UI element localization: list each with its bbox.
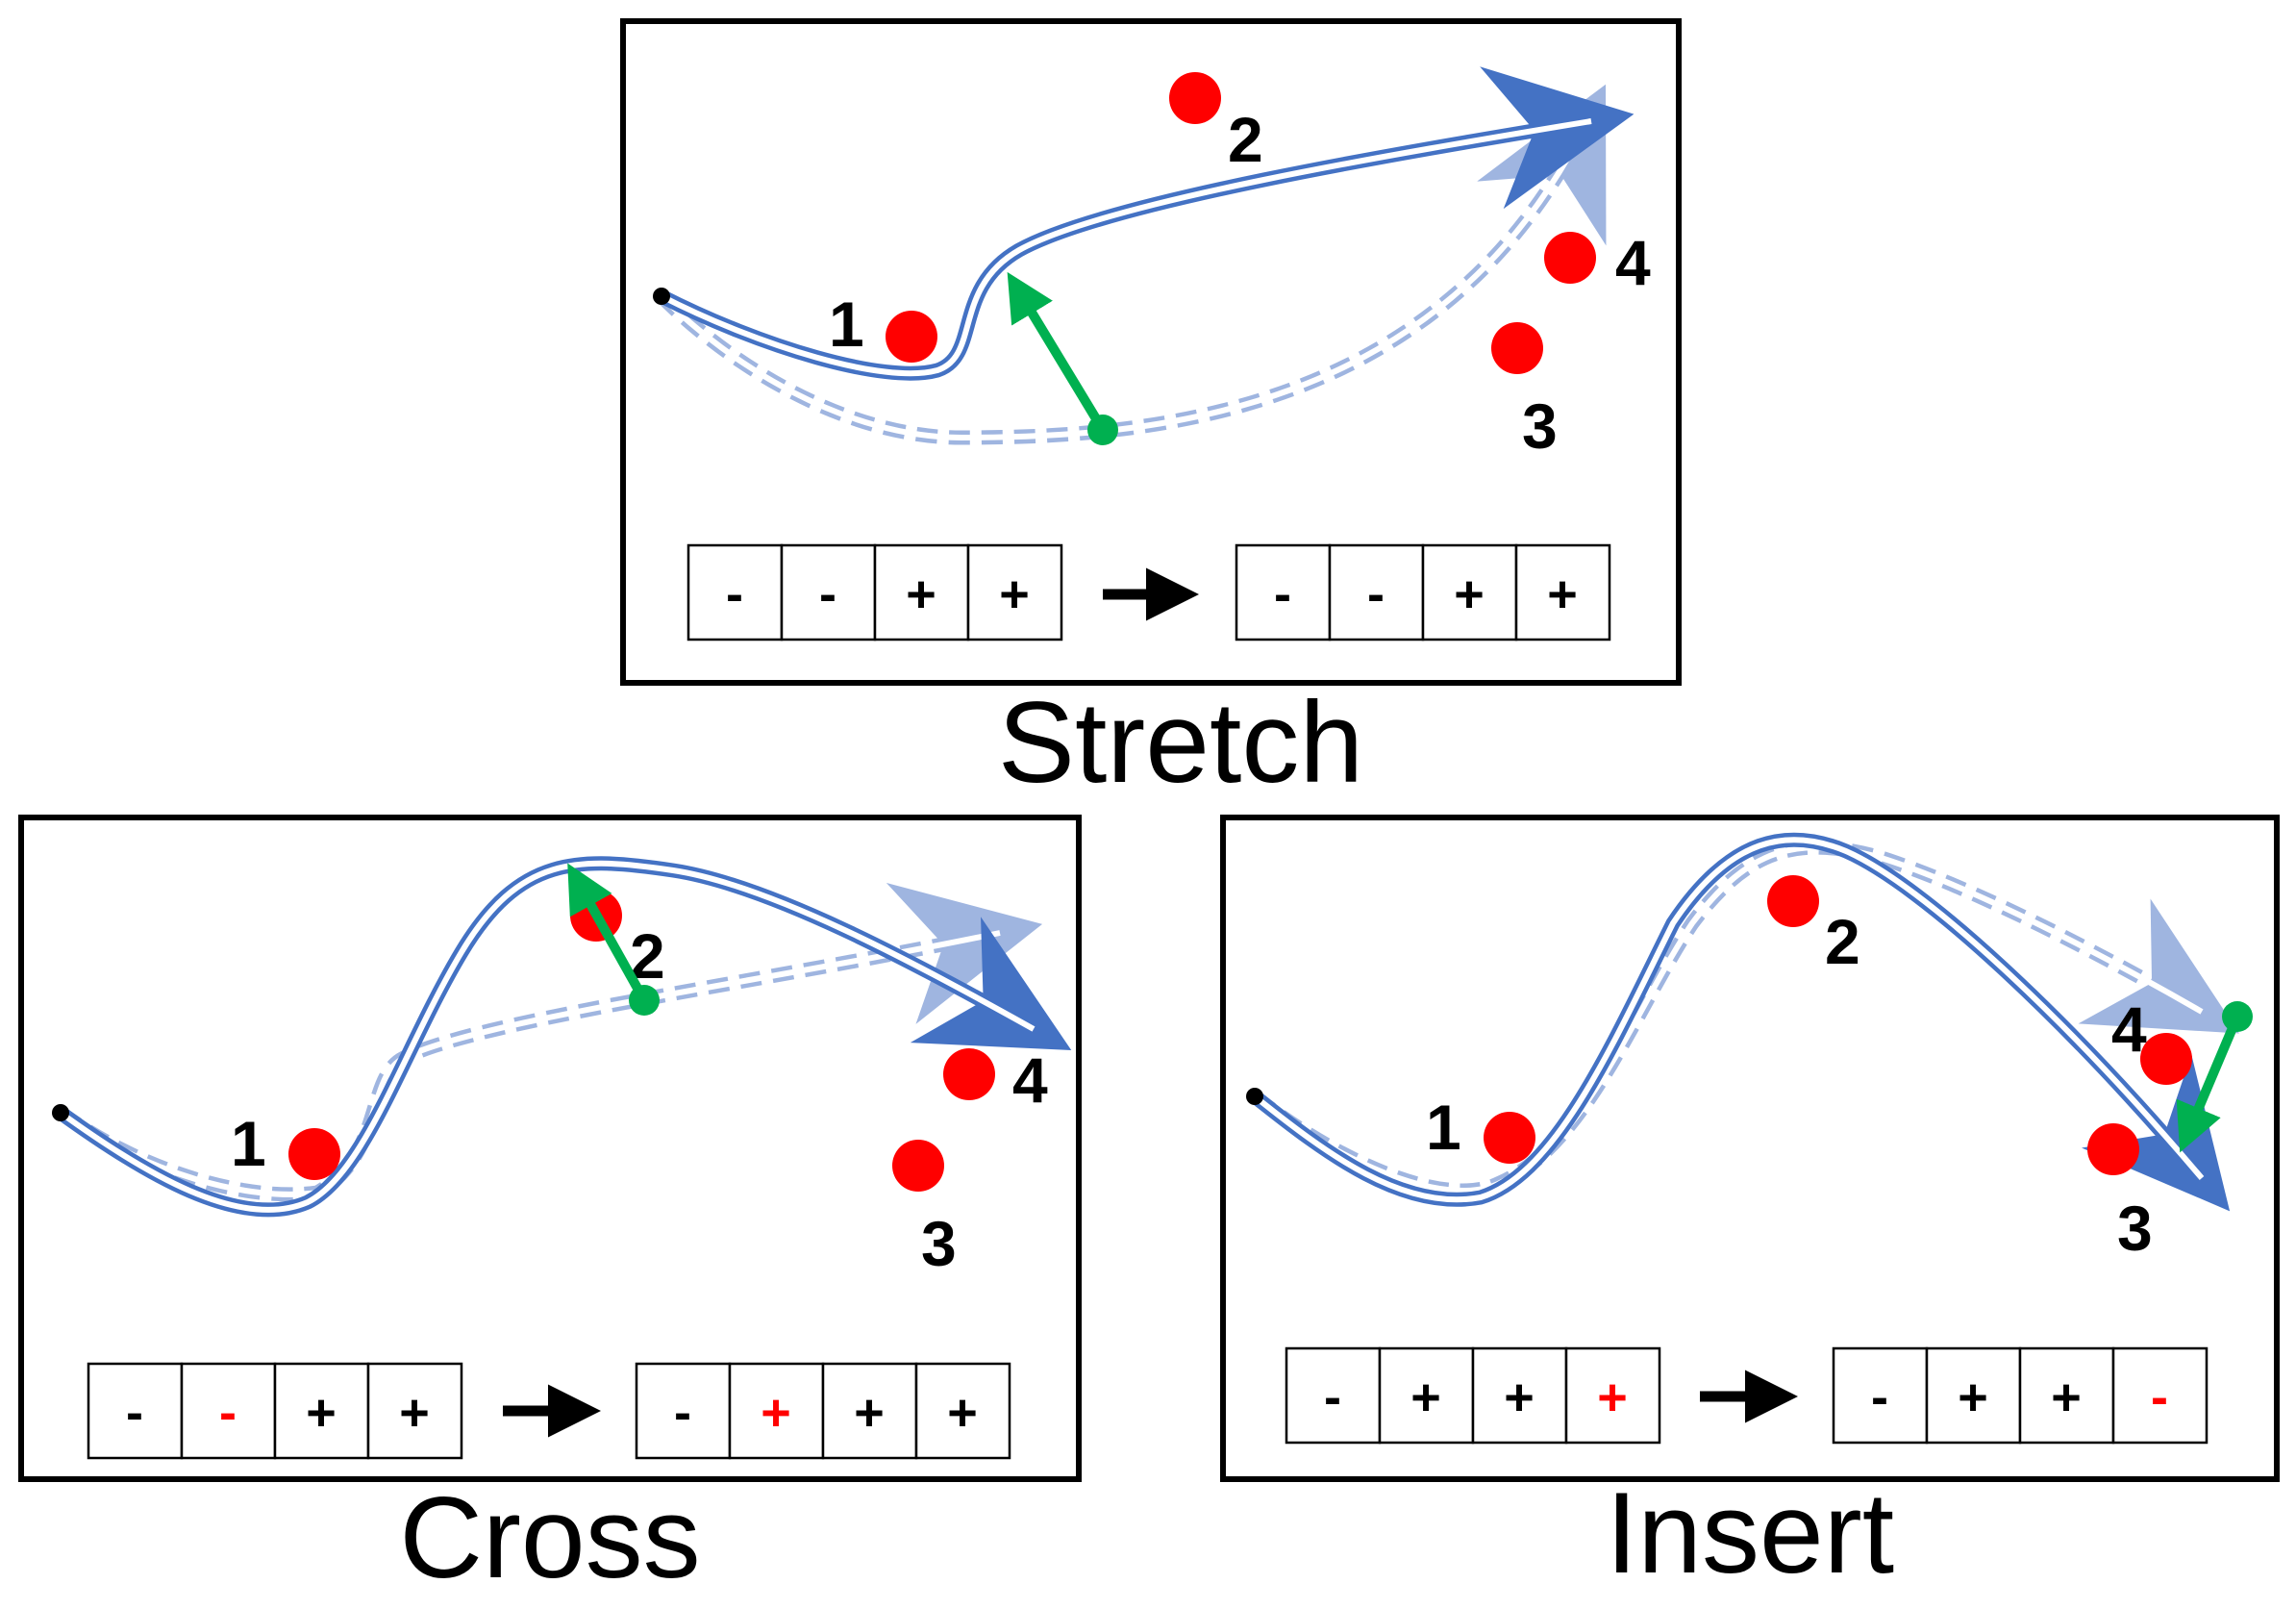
old-trajectory bbox=[656, 84, 1607, 445]
old-trajectory bbox=[1250, 840, 2239, 1198]
sign-before-4: + bbox=[1597, 1369, 1628, 1426]
new-trajectory bbox=[56, 856, 1072, 1218]
sign-before-2: - bbox=[219, 1384, 237, 1442]
signs-before: - - + + bbox=[686, 543, 1063, 641]
obstacle-4 bbox=[2140, 1033, 2192, 1085]
signs-after: - + + + bbox=[635, 1362, 1011, 1460]
obstacle-label-4: 4 bbox=[1012, 1044, 1048, 1116]
sign-before-1: - bbox=[126, 1384, 143, 1442]
panel-title: Insert bbox=[1606, 1469, 1894, 1597]
obstacle-label-3: 3 bbox=[921, 1208, 957, 1279]
push-arrow bbox=[1007, 271, 1108, 433]
obstacle-label-2: 2 bbox=[1228, 104, 1263, 175]
push-point bbox=[629, 985, 660, 1016]
obstacle-4 bbox=[1544, 232, 1596, 284]
sign-after-2: + bbox=[761, 1384, 791, 1442]
old-trajectory bbox=[56, 882, 1043, 1202]
obstacle-2 bbox=[1767, 875, 1819, 927]
sign-before-4: + bbox=[399, 1384, 430, 1442]
sign-after-4: - bbox=[2151, 1369, 2168, 1426]
signs-before: - + + + bbox=[1285, 1346, 1661, 1445]
obstacle-1 bbox=[288, 1128, 340, 1180]
sign-after-1: - bbox=[674, 1384, 691, 1442]
sign-after-3: + bbox=[854, 1384, 885, 1442]
sign-before-3: + bbox=[1504, 1369, 1535, 1426]
sign-before-4: + bbox=[999, 566, 1030, 623]
obstacle-label-3: 3 bbox=[2117, 1193, 2153, 1264]
start-point bbox=[653, 288, 670, 305]
obstacle-label-2: 2 bbox=[1825, 906, 1860, 977]
new-trajectory bbox=[658, 66, 1635, 381]
obstacle-label-1: 1 bbox=[829, 289, 864, 360]
panel-stretch: 1 2 3 4 - - + + - - + + Stretch bbox=[620, 18, 1682, 807]
sign-after-1: - bbox=[1274, 566, 1291, 623]
push-point bbox=[1087, 415, 1118, 445]
obstacle-label-3: 3 bbox=[1522, 390, 1558, 462]
sign-after-4: + bbox=[1547, 566, 1578, 623]
sign-after-2: - bbox=[1367, 566, 1385, 623]
signs-before: - - + + bbox=[87, 1362, 463, 1460]
signs-after: - - + + bbox=[1235, 543, 1611, 641]
sign-before-3: + bbox=[906, 566, 936, 623]
sign-after-3: + bbox=[1454, 566, 1485, 623]
obstacle-1 bbox=[1484, 1112, 1535, 1164]
obstacle-3 bbox=[2087, 1123, 2139, 1175]
obstacle-3 bbox=[892, 1140, 944, 1192]
sign-before-2: + bbox=[1410, 1369, 1441, 1426]
obstacle-label-4: 4 bbox=[2111, 993, 2147, 1065]
panel-cross: 1 2 3 4 - - + + - + + + Cross bbox=[18, 815, 1082, 1602]
sign-after-2: + bbox=[1958, 1369, 1988, 1426]
obstacle-1 bbox=[886, 311, 937, 363]
panel-title: Cross bbox=[399, 1473, 700, 1602]
sign-after-4: + bbox=[947, 1384, 978, 1442]
panel-frame bbox=[18, 815, 1082, 1482]
panel-frame bbox=[1220, 815, 2280, 1482]
push-arrow bbox=[567, 863, 649, 1003]
start-point bbox=[1246, 1088, 1263, 1105]
obstacle-label-1: 1 bbox=[231, 1108, 266, 1179]
push-arrow bbox=[2176, 1015, 2242, 1153]
start-point bbox=[52, 1104, 69, 1121]
obstacle-3 bbox=[1491, 322, 1543, 374]
sign-before-3: + bbox=[306, 1384, 337, 1442]
sign-before-2: - bbox=[819, 566, 836, 623]
sign-after-1: - bbox=[1871, 1369, 1888, 1426]
obstacle-4 bbox=[943, 1048, 995, 1100]
obstacle-2 bbox=[1169, 72, 1221, 124]
sign-before-1: - bbox=[726, 566, 743, 623]
obstacle-label-4: 4 bbox=[1615, 227, 1651, 298]
sign-before-1: - bbox=[1324, 1369, 1341, 1426]
push-point bbox=[2222, 1001, 2253, 1032]
signs-after: - + + - bbox=[1832, 1346, 2209, 1445]
new-trajectory bbox=[1250, 832, 2231, 1212]
obstacle-label-1: 1 bbox=[1426, 1092, 1461, 1163]
panel-insert: 1 2 3 4 - + + + - + + - Insert bbox=[1220, 815, 2280, 1597]
sign-after-3: + bbox=[2051, 1369, 2082, 1426]
panel-frame bbox=[620, 18, 1682, 686]
panel-title: Stretch bbox=[998, 678, 1363, 807]
